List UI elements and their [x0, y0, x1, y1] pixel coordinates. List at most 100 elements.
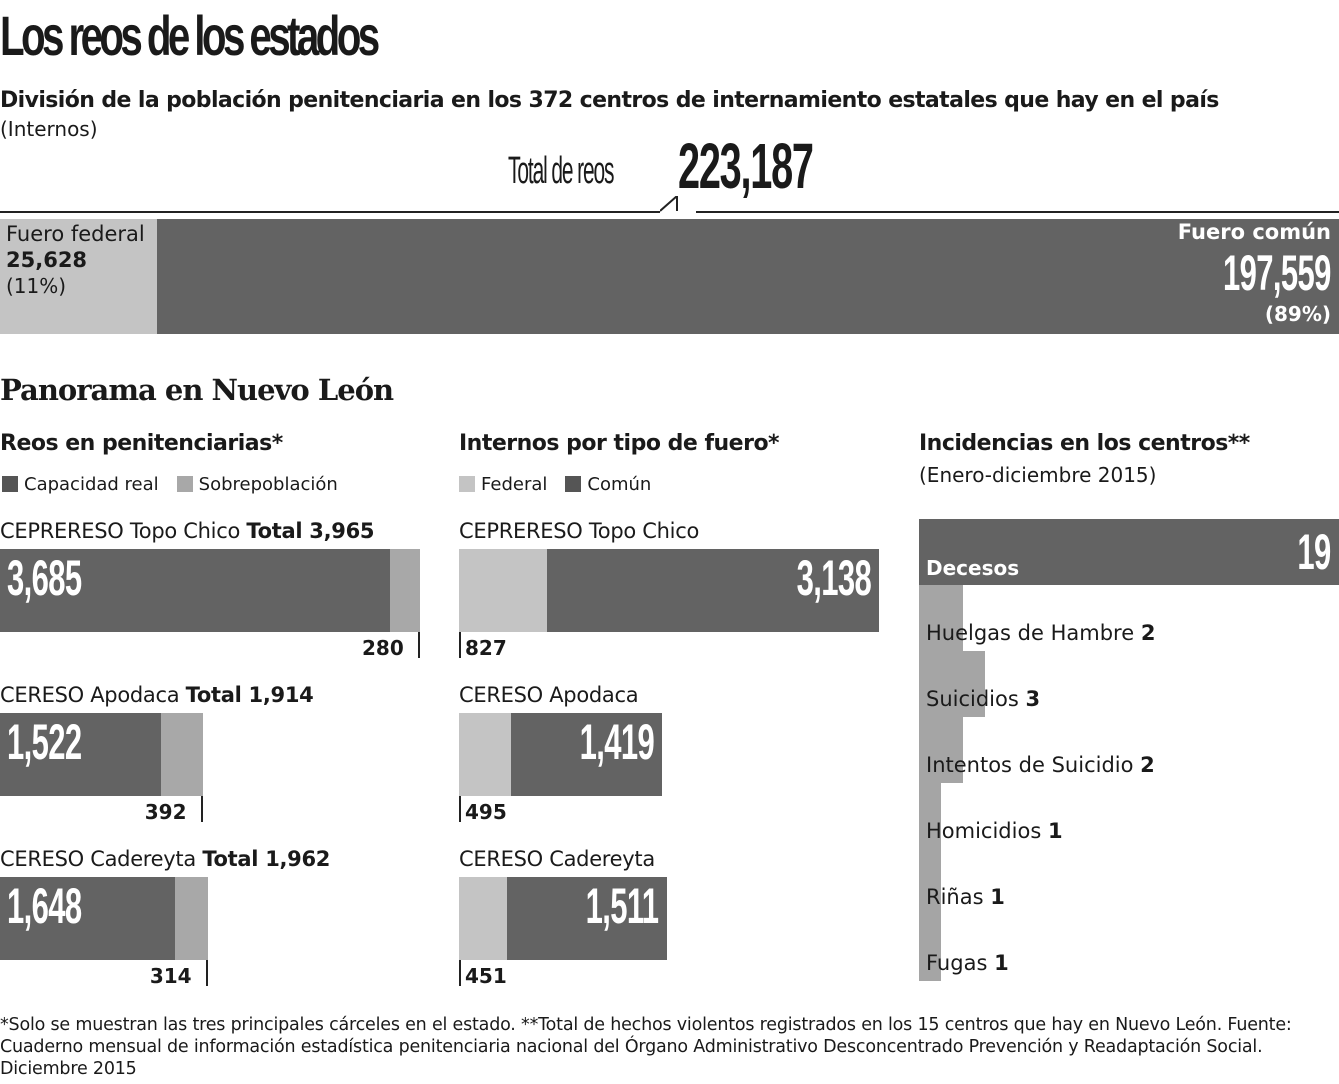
- stacked-bar: 1,648: [0, 877, 208, 960]
- bar-capacidad-real: 1,522: [0, 713, 162, 796]
- footnote: *Solo se muestran las tres principales c…: [0, 1015, 1292, 1079]
- stacked-bar: 1,419: [459, 713, 662, 796]
- unit-label: (Internos): [0, 117, 98, 141]
- value-label: 2: [1140, 620, 1156, 645]
- bar: [919, 585, 963, 651]
- incident-row: Huelgas de Hambre 2: [919, 585, 1339, 651]
- category-label: Homicidios 1: [926, 818, 1063, 843]
- value-label: 451: [465, 964, 507, 988]
- bar-decesos: [919, 519, 1339, 585]
- tick: [459, 632, 461, 658]
- category-label: Huelgas de Hambre 2: [926, 620, 1156, 645]
- section-title: Panorama en Nuevo León: [0, 373, 394, 407]
- total-value: 223,187: [678, 130, 814, 202]
- legend-item: Común: [565, 474, 652, 496]
- value-label: 1: [1047, 818, 1063, 843]
- bar: [919, 849, 941, 915]
- incident-row: Fugas 1: [919, 915, 1339, 981]
- bar-federal: [459, 877, 507, 960]
- legend-label: Común: [587, 474, 652, 495]
- stacked-bar: 1,511: [459, 877, 667, 960]
- value-label: 1,648: [7, 878, 82, 934]
- value-label: 19: [1297, 524, 1332, 580]
- value-label: 3,138: [796, 550, 872, 606]
- value: 197,559: [1223, 245, 1331, 301]
- percent: (11%): [6, 274, 67, 298]
- legend-item: Sobrepoblación: [176, 474, 338, 496]
- value-label: 827: [465, 636, 507, 660]
- stacked-bar: 3,138: [459, 549, 879, 632]
- chart-title: Internos por tipo de fuero*: [459, 431, 780, 456]
- total-label: Total de reos: [508, 150, 614, 192]
- stacked-bar: 1,522: [0, 713, 203, 796]
- legend-label: Sobrepoblación: [198, 474, 338, 495]
- bar-federal: [459, 549, 547, 632]
- bar-comun: 1,511: [506, 877, 667, 960]
- category-label: Decesos: [926, 556, 1020, 580]
- bar-sobrepoblacion: [161, 713, 203, 796]
- chart-title: Reos en penitenciarias*: [0, 431, 283, 456]
- value-label: 314: [149, 964, 192, 988]
- row-label: CEPRERESO Topo Chico Total 3,965: [0, 519, 375, 543]
- subtitle: División de la población penitenciaria e…: [0, 88, 1219, 113]
- value-label: 3: [1025, 686, 1041, 711]
- value-label: 1,522: [7, 714, 82, 770]
- row-total: Total 1,962: [202, 847, 331, 871]
- value-label: 1,419: [579, 714, 654, 770]
- chart-title: Incidencias en los centros**: [919, 431, 1250, 456]
- row-total: Total 1,914: [185, 683, 314, 707]
- value-label: 495: [465, 800, 507, 824]
- legend: Capacidad real Sobrepoblación: [2, 474, 338, 496]
- incident-row: Homicidios 1: [919, 783, 1339, 849]
- value-label: 1: [990, 884, 1005, 909]
- value-label: 3,685: [7, 550, 82, 606]
- tick: [459, 960, 461, 986]
- bar-fuero-comun: Fuero común 197,559 (89%): [156, 219, 1339, 334]
- bar-fuero-federal: Fuero federal 25,628 (11%): [0, 219, 157, 334]
- legend-item: Capacidad real: [2, 474, 159, 496]
- pointer: [660, 196, 696, 213]
- legend-label: Capacidad real: [24, 474, 159, 495]
- bar-capacidad-real: 1,648: [0, 877, 175, 960]
- tick: [418, 632, 420, 658]
- stacked-bar: 3,685: [0, 549, 420, 632]
- bar: [919, 651, 985, 717]
- incident-row: Decesos 19: [919, 519, 1339, 585]
- bar-comun: 1,419: [511, 713, 662, 796]
- bar: [919, 915, 941, 981]
- value-label: 1: [994, 950, 1009, 975]
- row-label: CERESO Cadereyta Total 1,962: [0, 847, 331, 871]
- row-total: Total 3,965: [246, 519, 375, 543]
- bar-sobrepoblacion: [390, 549, 420, 632]
- tick: [459, 796, 461, 822]
- bar-federal: [459, 713, 512, 796]
- row-label: CEPRERESO Topo Chico: [459, 519, 700, 543]
- bar-capacidad-real: 3,685: [0, 549, 391, 632]
- label: Fuero federal: [6, 222, 145, 246]
- row-label: CERESO Apodaca: [459, 683, 639, 707]
- total-stacked-bar: Fuero federal 25,628 (11%) Fuero común 1…: [0, 219, 1339, 334]
- tick: [200, 796, 203, 822]
- value-label: 392: [144, 800, 187, 824]
- legend-item: Federal: [459, 474, 548, 496]
- value-label: 2: [1140, 752, 1155, 777]
- value: 25,628: [6, 248, 88, 272]
- value-label: 1,511: [586, 878, 659, 934]
- row-label: CERESO Apodaca Total 1,914: [0, 683, 314, 707]
- bar-sobrepoblacion: [174, 877, 208, 960]
- title: Los reos de los estados: [0, 4, 380, 67]
- legend-label: Federal: [481, 474, 548, 495]
- chart-subtitle: (Enero-diciembre 2015): [919, 463, 1157, 487]
- row-label: CERESO Cadereyta: [459, 847, 655, 871]
- legend: Federal Común: [459, 474, 652, 496]
- category-label: Suicidios 3: [926, 686, 1041, 711]
- label: Fuero común: [1177, 220, 1331, 244]
- bar: [919, 717, 963, 783]
- bar: [919, 783, 941, 849]
- incident-row: Riñas 1: [919, 849, 1339, 915]
- tick: [205, 960, 208, 986]
- category-label: Fugas 1: [926, 950, 1009, 975]
- category-label: Intentos de Suicidio 2: [926, 752, 1155, 777]
- bar-comun: 3,138: [546, 549, 879, 632]
- value-label: 280: [362, 636, 404, 660]
